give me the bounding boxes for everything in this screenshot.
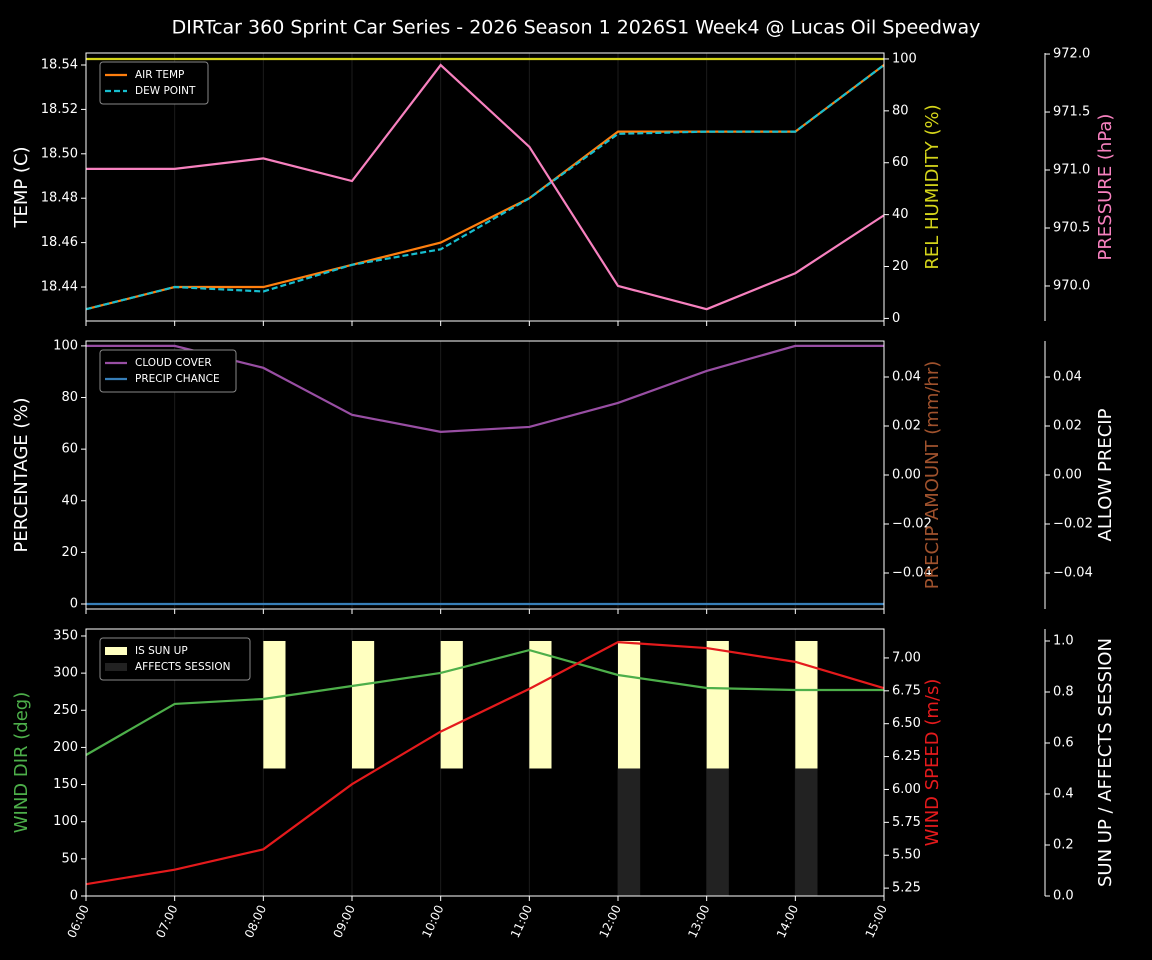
bar xyxy=(795,640,818,769)
y-tick-label: 40 xyxy=(892,207,909,222)
y-tick-label: 0.8 xyxy=(1053,684,1074,699)
y-tick-label: 60 xyxy=(892,155,909,170)
y-tick-label: 0.6 xyxy=(1053,735,1074,750)
y-tick-label: −0.02 xyxy=(892,516,932,531)
y-tick-label: 0 xyxy=(892,311,900,326)
y-tick-label: 100 xyxy=(53,338,78,353)
legend-label: DEW POINT xyxy=(135,85,196,97)
y-tick-label: 6.25 xyxy=(892,749,921,764)
bar xyxy=(706,768,729,896)
y-tick-label: 6.00 xyxy=(892,782,921,797)
legend-label: AIR TEMP xyxy=(135,69,184,81)
y-tick-label: 40 xyxy=(61,493,78,508)
axis-label: TEMP (C) xyxy=(11,146,32,228)
y-tick-label: 20 xyxy=(892,259,909,274)
y-tick-label: 18.46 xyxy=(41,235,78,250)
y-tick-label: 6.50 xyxy=(892,716,921,731)
bar xyxy=(440,640,463,769)
axis-label: REL HUMIDITY (%) xyxy=(922,104,943,269)
line xyxy=(85,641,885,886)
chart-title: DIRTcar 360 Sprint Car Series - 2026 Sea… xyxy=(172,17,981,39)
y-tick-label: 7.00 xyxy=(892,650,921,665)
y-tick-label: 0 xyxy=(70,596,78,611)
y-tick-label: 0.00 xyxy=(1053,468,1082,483)
axis-label: PRECIP AMOUNT (mm/hr) xyxy=(922,361,943,590)
line xyxy=(85,648,884,756)
y-tick-label: 18.44 xyxy=(41,280,78,295)
y-tick-label: 0.04 xyxy=(892,370,921,385)
legend-label: PRECIP CHANCE xyxy=(135,373,220,385)
legend-swatch xyxy=(105,647,127,655)
y-tick-label: 100 xyxy=(53,814,78,829)
y-tick-label: 1.0 xyxy=(1053,633,1074,648)
bar xyxy=(263,640,286,769)
plot-frame xyxy=(85,340,885,610)
line xyxy=(86,63,885,311)
legend-label: IS SUN UP xyxy=(135,645,188,657)
y-tick-label: 972.0 xyxy=(1053,47,1090,62)
axis-label: WIND SPEED (m/s) xyxy=(922,679,943,847)
legend-label: CLOUD COVER xyxy=(135,357,212,369)
y-tick-label: 150 xyxy=(53,777,78,792)
legend-box xyxy=(99,61,209,105)
y-tick-label: 971.0 xyxy=(1053,163,1090,178)
y-tick-label: 0.04 xyxy=(1053,370,1082,385)
axis-label: SUN UP / AFFECTS SESSION xyxy=(1095,638,1116,887)
y-tick-label: −0.04 xyxy=(1053,565,1093,580)
y-tick-label: 5.75 xyxy=(892,815,921,830)
y-tick-label: 970.0 xyxy=(1053,278,1090,293)
line xyxy=(85,64,885,311)
y-tick-label: 300 xyxy=(53,666,78,681)
y-tick-label: 50 xyxy=(61,851,78,866)
bar xyxy=(706,640,729,769)
legend-label: AFFECTS SESSION xyxy=(135,661,231,673)
y-tick-label: 80 xyxy=(61,390,78,405)
y-tick-label: 5.50 xyxy=(892,848,921,863)
bar xyxy=(618,640,641,769)
y-tick-label: 18.54 xyxy=(41,57,78,72)
axis-label: PRESSURE (hPa) xyxy=(1095,114,1116,261)
y-tick-label: 80 xyxy=(892,103,909,118)
y-tick-label: 970.5 xyxy=(1053,220,1090,235)
plot-frame xyxy=(85,52,885,322)
y-tick-label: 18.52 xyxy=(41,102,78,117)
y-tick-label: 200 xyxy=(53,740,78,755)
y-tick-label: 100 xyxy=(892,51,917,66)
y-tick-label: 0.02 xyxy=(1053,419,1082,434)
y-tick-label: −0.02 xyxy=(1053,516,1093,531)
y-tick-label: 0.4 xyxy=(1053,786,1074,801)
y-tick-label: 6.75 xyxy=(892,683,921,698)
legend-box xyxy=(99,637,251,681)
y-tick-label: 0.0 xyxy=(1053,889,1074,904)
y-tick-label: 250 xyxy=(53,703,78,718)
y-tick-label: 971.5 xyxy=(1053,105,1090,120)
y-tick-label: 0.02 xyxy=(892,419,921,434)
y-tick-label: 18.48 xyxy=(41,191,78,206)
legend-box xyxy=(99,349,237,393)
bar xyxy=(618,768,641,896)
y-tick-label: 18.50 xyxy=(41,146,78,161)
bar xyxy=(352,640,375,769)
y-tick-label: 0.00 xyxy=(892,468,921,483)
y-tick-label: 60 xyxy=(61,442,78,457)
axis-label: ALLOW PRECIP xyxy=(1095,408,1116,541)
y-tick-label: 350 xyxy=(53,628,78,643)
y-tick-label: 20 xyxy=(61,545,78,560)
bar xyxy=(529,640,552,769)
axis-label: WIND DIR (deg) xyxy=(11,692,32,834)
axis-label: PERCENTAGE (%) xyxy=(11,397,32,552)
y-tick-label: 0 xyxy=(70,889,78,904)
y-tick-label: −0.04 xyxy=(892,565,932,580)
legend-swatch xyxy=(105,663,127,671)
plot-frame xyxy=(85,628,885,897)
y-tick-label: 5.25 xyxy=(892,881,921,896)
y-tick-label: 0.2 xyxy=(1053,837,1074,852)
bar xyxy=(795,768,818,896)
